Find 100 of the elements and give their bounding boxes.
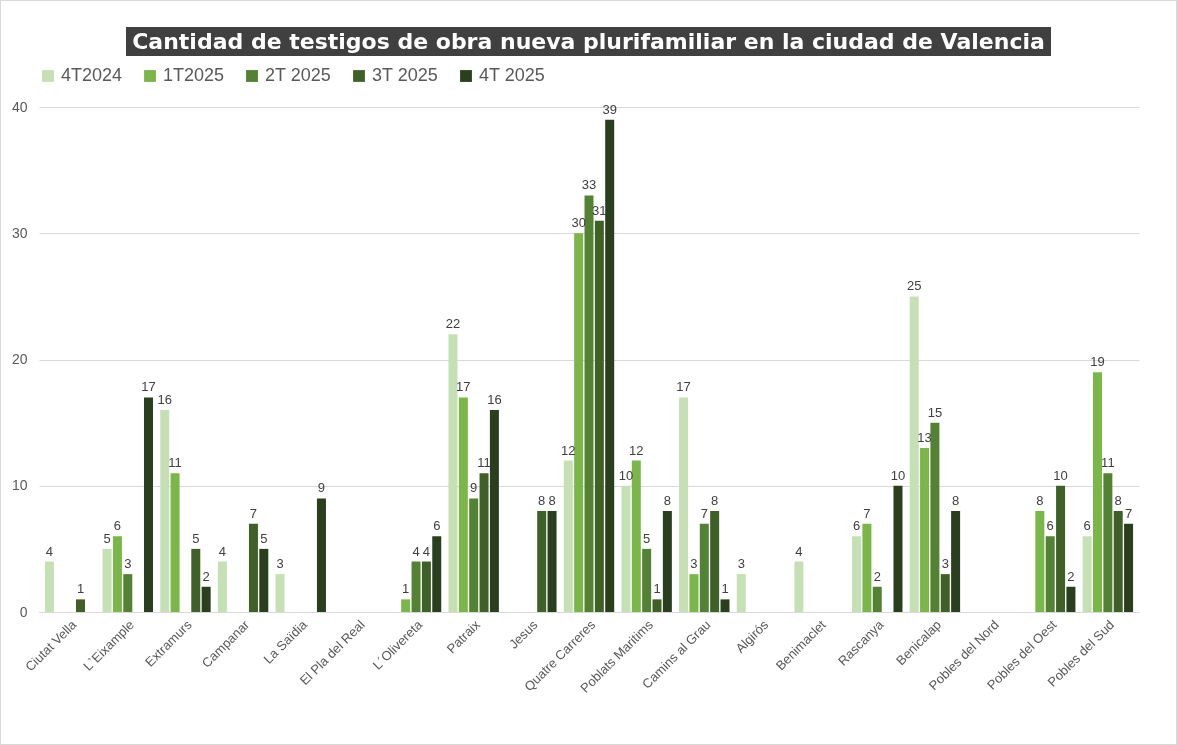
- bar: [316, 498, 326, 612]
- bar: [1045, 536, 1055, 612]
- data-label: 1: [721, 581, 729, 597]
- bar: [574, 233, 584, 612]
- data-label: 11: [477, 455, 491, 471]
- bar: [448, 334, 458, 612]
- bar: [1103, 473, 1113, 612]
- bar: [1056, 485, 1066, 612]
- data-label: 8: [538, 493, 546, 508]
- y-tick-label: 30: [11, 224, 28, 241]
- y-tick-label: 10: [11, 477, 28, 494]
- bar: [563, 460, 573, 612]
- legend-label: 4T 2025: [479, 65, 545, 85]
- data-label: 6: [433, 518, 441, 534]
- data-label: 6: [113, 518, 122, 534]
- bar: [102, 548, 112, 612]
- data-label: 6: [1083, 518, 1091, 534]
- data-label: 4: [412, 543, 420, 559]
- data-label: 1: [402, 581, 410, 597]
- data-label: 6: [1046, 518, 1054, 534]
- data-label: 3: [941, 556, 949, 572]
- data-label: 8: [1114, 493, 1122, 508]
- data-label: 4: [218, 543, 226, 559]
- bar: [720, 599, 730, 612]
- data-label: 5: [192, 530, 200, 546]
- bar: [275, 574, 285, 612]
- y-tick-label: 0: [19, 603, 28, 620]
- y-tick-label: 20: [11, 351, 28, 367]
- data-label: 7: [863, 505, 871, 521]
- data-label: 5: [260, 530, 268, 546]
- data-label: 12: [629, 442, 644, 458]
- data-label: 25: [906, 278, 922, 294]
- bar: [689, 574, 699, 612]
- bar: [872, 586, 882, 612]
- bar: [432, 536, 442, 612]
- bar: [489, 410, 499, 612]
- data-label: 16: [157, 392, 172, 407]
- data-label: 17: [456, 379, 471, 395]
- data-label: 9: [317, 480, 326, 496]
- data-label: 7: [249, 505, 258, 521]
- data-label: 3: [737, 556, 745, 572]
- bar: [605, 119, 615, 612]
- bar: [642, 548, 652, 612]
- data-label: 17: [141, 379, 156, 395]
- bar: [1066, 586, 1076, 612]
- bar: [160, 410, 170, 612]
- data-label: 8: [548, 493, 556, 508]
- data-label: 8: [1036, 493, 1044, 508]
- y-tick-label: 40: [11, 98, 28, 115]
- bar: [594, 220, 604, 612]
- data-label: 4: [795, 543, 803, 559]
- bar: [584, 195, 594, 612]
- bar: [930, 422, 940, 612]
- data-label: 8: [711, 493, 719, 508]
- data-label: 11: [168, 455, 182, 471]
- bar: [143, 397, 153, 612]
- legend-label: 1T2025: [163, 65, 225, 85]
- data-label: 3: [124, 556, 132, 572]
- data-label: 5: [643, 530, 651, 546]
- bar: [1093, 372, 1103, 612]
- data-label: 17: [676, 379, 691, 395]
- data-label: 39: [602, 101, 617, 117]
- data-label: 9: [470, 480, 478, 496]
- data-label: 19: [1090, 354, 1105, 370]
- data-label: 1: [653, 581, 661, 597]
- bar: [1113, 511, 1123, 612]
- bar: [951, 511, 961, 612]
- bar: [401, 599, 411, 612]
- bar: [710, 511, 720, 612]
- data-label: 7: [700, 505, 708, 521]
- bar: [909, 296, 919, 612]
- bar: [547, 511, 557, 612]
- bar: [1082, 536, 1092, 612]
- bar: [112, 536, 122, 612]
- bar: [217, 561, 227, 612]
- bar: [44, 561, 54, 612]
- data-label: 2: [202, 568, 210, 584]
- bar: [736, 574, 746, 612]
- bar: [458, 397, 468, 612]
- data-label: 10: [1053, 467, 1068, 483]
- bar: [537, 511, 547, 612]
- bar: [893, 485, 903, 612]
- data-label: 5: [103, 530, 111, 546]
- data-label: 8: [663, 493, 671, 508]
- bar: [662, 511, 672, 612]
- data-label: 3: [690, 556, 698, 572]
- data-label: 10: [890, 467, 906, 483]
- data-label: 33: [581, 177, 597, 193]
- chart-title: Cantidad de testigos de obra nueva plurifamiliar en la ciudad de Valencia: [126, 27, 1051, 56]
- data-label: 8: [952, 493, 960, 508]
- bar: [123, 574, 133, 612]
- data-label: 2: [873, 568, 881, 584]
- bar: [794, 561, 804, 612]
- bar: [170, 473, 180, 612]
- bar: [621, 485, 631, 612]
- bar: [679, 397, 689, 612]
- data-label: 7: [1124, 505, 1133, 521]
- bar: [940, 574, 950, 612]
- bar: [201, 586, 211, 612]
- legend-label: 3T 2025: [372, 65, 438, 85]
